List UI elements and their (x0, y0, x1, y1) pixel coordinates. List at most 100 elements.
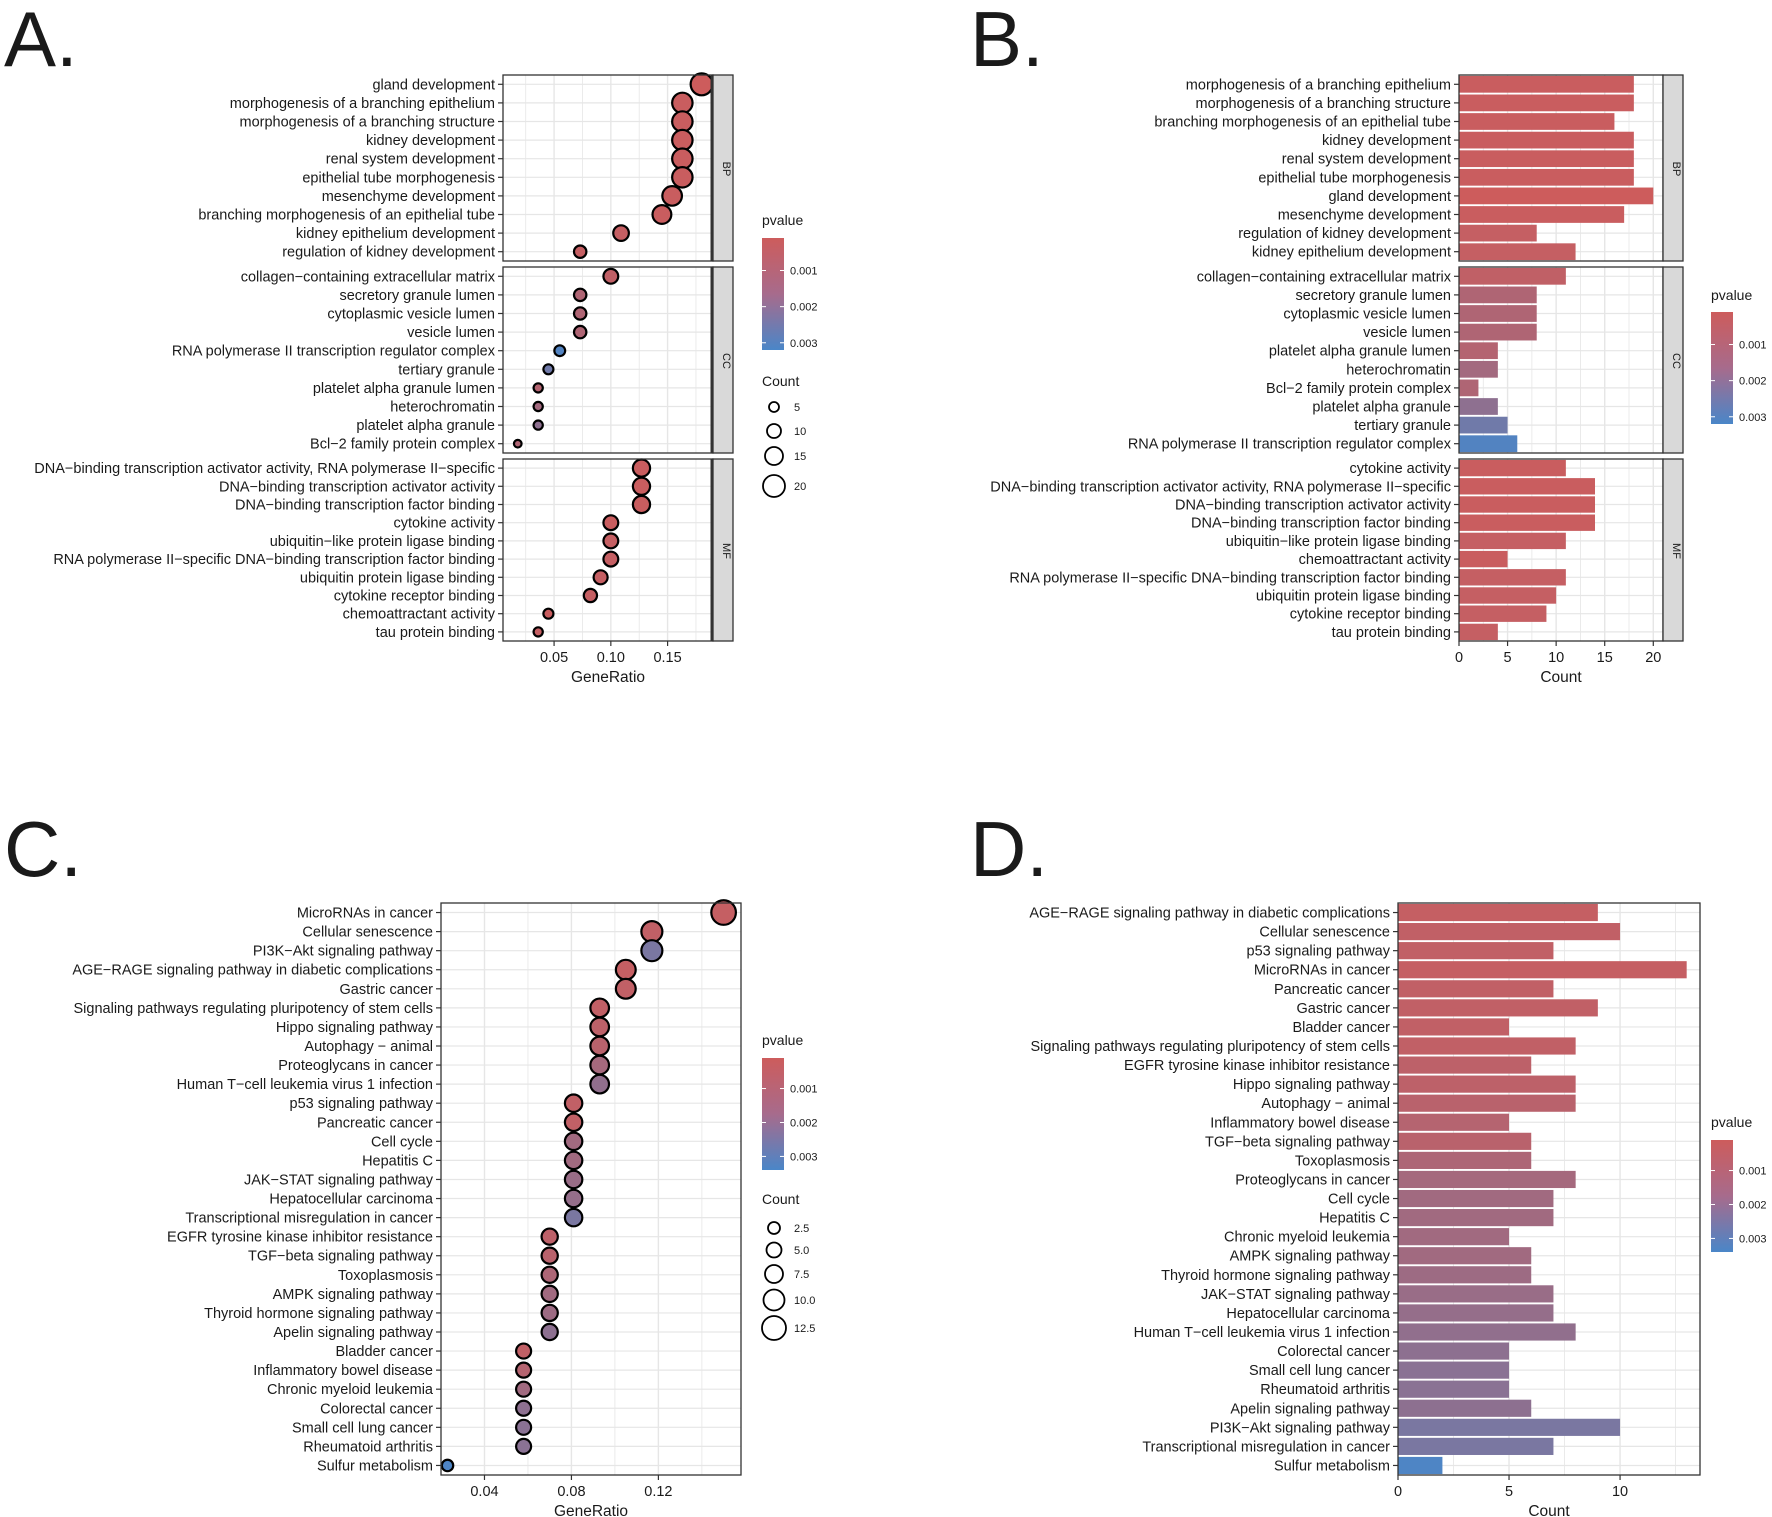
dot-point (614, 977, 637, 1000)
category-label: regulation of kidney development (282, 245, 495, 261)
category-label: Cell cycle (371, 1134, 433, 1150)
pvalue-legend-title: pvalue (762, 1032, 803, 1048)
bar (1398, 1094, 1576, 1112)
dot-point (540, 1303, 559, 1323)
dot-point (602, 532, 620, 550)
category-label: secretory granule lumen (339, 288, 495, 304)
x-tick-label: 0.15 (653, 650, 681, 666)
dot-point (612, 224, 630, 243)
dot-point (572, 324, 588, 340)
bar (1398, 1456, 1443, 1475)
dot-point (689, 72, 714, 97)
category-label: RNA polymerase II−specific DNA−binding t… (53, 552, 495, 568)
dot-point (563, 1131, 584, 1152)
category-label: Colorectal cancer (1277, 1344, 1390, 1360)
category-label: PI3K−Akt signaling pathway (1210, 1420, 1391, 1436)
plot-panel-border (1397, 902, 1701, 1476)
pvalue-legend-title: pvalue (1711, 1114, 1752, 1130)
dot-point (589, 1016, 611, 1038)
plot-panel-border (440, 902, 742, 1476)
category-label: branching morphogenesis of an epithelial… (198, 208, 495, 224)
category-label: collagen−containing extracellular matrix (241, 269, 496, 285)
facet-strip-label: BP (1670, 162, 1682, 177)
bar (1459, 459, 1566, 477)
category-label: tau protein binding (1332, 625, 1451, 641)
bar (1398, 1266, 1532, 1284)
bar (1398, 1189, 1554, 1208)
category-label: Hepatitis C (362, 1153, 433, 1169)
category-label: platelet alpha granule lumen (1269, 344, 1451, 360)
colorbar-tick-label: 0.002 (790, 302, 818, 314)
category-label: EGFR tyrosine kinase inhibitor resistanc… (1124, 1058, 1390, 1074)
dot-point (631, 476, 652, 496)
dot-point (572, 244, 588, 259)
x-axis-title: Count (1540, 669, 1582, 686)
category-label: gland development (1328, 189, 1451, 205)
bar (1459, 206, 1625, 223)
category-label: cytokine receptor binding (1290, 607, 1451, 623)
colorbar-tick-label: 0.003 (1739, 1233, 1767, 1245)
category-label: ubiquitin−like protein ligase binding (270, 534, 495, 550)
category-label: Bladder cancer (335, 1344, 433, 1360)
count-legend-label: 15 (794, 451, 806, 463)
bar (1398, 1323, 1576, 1341)
dot-point (602, 514, 620, 532)
bar (1459, 94, 1634, 112)
count-legend-circle (761, 1315, 787, 1341)
facet-strip-label: MF (1670, 543, 1682, 559)
dot-point (540, 1246, 559, 1265)
category-label: Small cell lung cancer (1249, 1363, 1390, 1379)
facet-strip-label: BP (720, 162, 732, 177)
colorbar-tick-label: 0.003 (790, 338, 818, 350)
x-axis-title: GeneRatio (571, 669, 645, 686)
bar (1459, 416, 1508, 434)
category-label: Small cell lung cancer (292, 1420, 433, 1436)
x-tick-label: 0.12 (644, 1484, 672, 1500)
bar (1459, 605, 1547, 622)
dot-point (515, 1399, 533, 1417)
category-label: renal system development (1282, 152, 1451, 168)
category-label: Cellular senescence (1259, 925, 1390, 941)
dot-point (553, 344, 567, 358)
dot-point (589, 997, 611, 1019)
category-label: Chronic myeloid leukemia (267, 1382, 434, 1398)
count-legend-label: 7.5 (794, 1269, 809, 1281)
dot-point (532, 382, 544, 394)
category-label: Bcl−2 family protein complex (1266, 381, 1452, 397)
category-label: AMPK signaling pathway (273, 1287, 434, 1303)
category-label: Autophagy − animal (304, 1039, 433, 1055)
dot-point (515, 1418, 533, 1436)
category-label: ubiquitin protein ligase binding (1256, 589, 1451, 605)
bar (1398, 1247, 1532, 1265)
category-label: platelet alpha granule lumen (313, 381, 495, 397)
bar (1459, 360, 1498, 378)
bar (1398, 923, 1621, 941)
category-label: Autophagy − animal (1261, 1096, 1390, 1112)
category-label: Apelin signaling pathway (273, 1325, 433, 1341)
category-label: morphogenesis of a branching epithelium (230, 96, 495, 112)
category-label: PI3K−Akt signaling pathway (253, 944, 434, 960)
bar (1459, 168, 1634, 186)
dot-point (602, 267, 620, 285)
category-label: cytokine activity (1349, 461, 1451, 477)
category-label: morphogenesis of a branching structure (1195, 96, 1451, 112)
category-label: p53 signaling pathway (290, 1096, 434, 1112)
bar (1398, 1228, 1510, 1246)
dot-point (515, 1361, 533, 1379)
x-tick-label: 10 (1548, 650, 1564, 666)
dot-point (563, 1169, 584, 1190)
colorbar-tick-label: 0.002 (1739, 1199, 1767, 1211)
category-label: kidney epithelium development (1252, 245, 1451, 261)
count-legend-title: Count (762, 1191, 799, 1207)
category-label: kidney epithelium development (296, 226, 495, 242)
bar (1398, 1018, 1510, 1036)
bar (1459, 113, 1615, 130)
pvalue-legend-title: pvalue (1711, 287, 1752, 303)
dot-point (542, 607, 555, 620)
bar (1459, 569, 1566, 586)
dot-point (671, 91, 694, 115)
category-label: Hepatitis C (1319, 1211, 1390, 1227)
bar (1398, 1361, 1510, 1379)
category-label: heterochromatin (390, 400, 495, 416)
dot-point (515, 1380, 533, 1398)
